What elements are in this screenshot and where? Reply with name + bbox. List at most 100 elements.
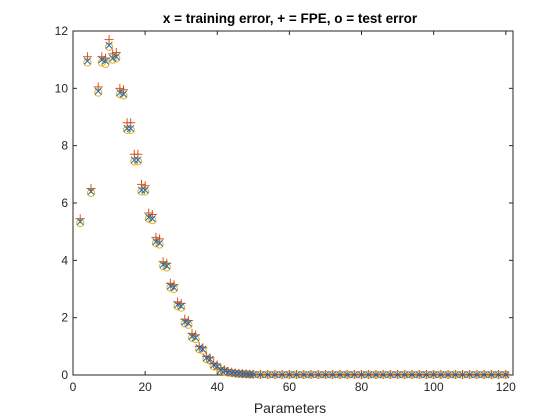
training-error-marker [430, 371, 438, 379]
training-error-marker [112, 53, 120, 61]
fpe-marker [144, 208, 154, 218]
training-error-marker [271, 371, 279, 379]
training-error-marker [365, 371, 373, 379]
training-error-marker [343, 371, 351, 379]
training-error-marker [292, 371, 301, 379]
training-error-marker [83, 57, 92, 65]
training-error-marker [199, 345, 207, 353]
training-error-marker [350, 371, 358, 379]
y-tick-label: 0 [61, 368, 68, 382]
training-error-marker [415, 371, 423, 379]
training-error-marker [494, 371, 503, 379]
training-error-marker [466, 371, 474, 379]
training-error-marker [119, 90, 128, 98]
training-error-marker [130, 156, 138, 164]
fpe-marker [155, 234, 165, 244]
training-error-marker [134, 156, 142, 164]
fpe-marker [151, 232, 161, 242]
fpe-marker [111, 48, 121, 57]
fpe-marker [209, 359, 219, 369]
training-error-marker [177, 302, 185, 310]
fpe-marker [115, 83, 125, 93]
training-error-marker [422, 371, 431, 379]
training-error-marker [357, 371, 366, 379]
training-error-marker [206, 355, 214, 363]
training-error-marker [101, 57, 110, 65]
fpe-marker [133, 149, 143, 159]
fpe-marker [147, 209, 157, 219]
y-tick-label: 8 [61, 139, 68, 153]
training-error-marker [191, 334, 200, 342]
training-error-marker [278, 371, 286, 379]
data-markers [75, 35, 511, 379]
fpe-marker [201, 351, 211, 361]
training-error-marker [372, 371, 380, 379]
fpe-marker [137, 179, 147, 189]
training-error-marker [502, 371, 510, 379]
training-error-marker [76, 217, 84, 226]
training-error-marker [127, 124, 135, 133]
training-error-marker [148, 215, 156, 223]
training-error-marker [184, 319, 193, 328]
training-error-marker [105, 41, 113, 49]
training-error-marker [307, 371, 315, 379]
training-error-marker [437, 371, 445, 379]
training-error-marker [246, 370, 254, 379]
training-error-marker [94, 87, 102, 95]
training-error-marker [141, 186, 149, 194]
training-error-marker [473, 371, 481, 379]
training-error-marker [163, 262, 171, 270]
training-error-marker [314, 371, 322, 379]
fpe-marker [104, 35, 114, 45]
fpe-marker [93, 82, 103, 92]
training-error-marker [170, 283, 178, 292]
training-error-marker [137, 186, 146, 194]
x-tick-label: 120 [496, 380, 516, 394]
fpe-marker [82, 52, 92, 62]
fpe-marker [194, 341, 204, 351]
y-tick-label: 4 [61, 253, 68, 267]
training-error-marker [285, 371, 294, 379]
x-axis-label: Parameters [254, 400, 326, 416]
fpe-marker [140, 181, 150, 191]
x-tick-label: 20 [138, 380, 152, 394]
training-error-marker [249, 370, 257, 379]
x-tick-label: 100 [424, 380, 444, 394]
series-training-error [76, 41, 510, 379]
y-tick-label: 2 [61, 311, 68, 325]
x-tick-label: 80 [355, 380, 369, 394]
training-error-marker [487, 371, 496, 379]
tick-labels: 0 20 40 60 80 100 120 0 2 4 6 8 10 12 [55, 24, 516, 394]
training-error-marker [444, 371, 452, 379]
training-error-marker [321, 371, 330, 379]
y-tick-label: 10 [55, 81, 69, 95]
x-tick-label: 60 [283, 380, 297, 394]
training-error-marker [256, 371, 265, 379]
training-error-marker [408, 371, 416, 379]
training-error-marker [329, 371, 337, 379]
y-tick-label: 6 [61, 196, 68, 210]
training-error-marker [393, 371, 402, 379]
y-tick-label: 12 [55, 24, 69, 38]
x-tick-label: 40 [211, 380, 225, 394]
chart-title: x = training error, + = FPE, o = test er… [163, 11, 418, 26]
training-error-marker [386, 371, 395, 379]
fpe-marker [126, 118, 136, 128]
training-error-marker [480, 371, 488, 379]
training-error-marker [300, 371, 308, 379]
training-error-marker [155, 239, 164, 247]
training-error-marker [451, 371, 459, 379]
fpe-marker [118, 85, 128, 95]
training-error-marker [379, 371, 387, 379]
training-error-marker [87, 187, 95, 196]
training-error-marker [336, 371, 344, 379]
fpe-marker [108, 49, 118, 59]
training-error-marker [401, 371, 409, 379]
training-error-marker [264, 371, 272, 379]
x-tick-label: 0 [70, 380, 77, 394]
training-error-marker [458, 371, 467, 379]
training-error-marker [123, 124, 131, 133]
axes-box [72, 30, 514, 376]
